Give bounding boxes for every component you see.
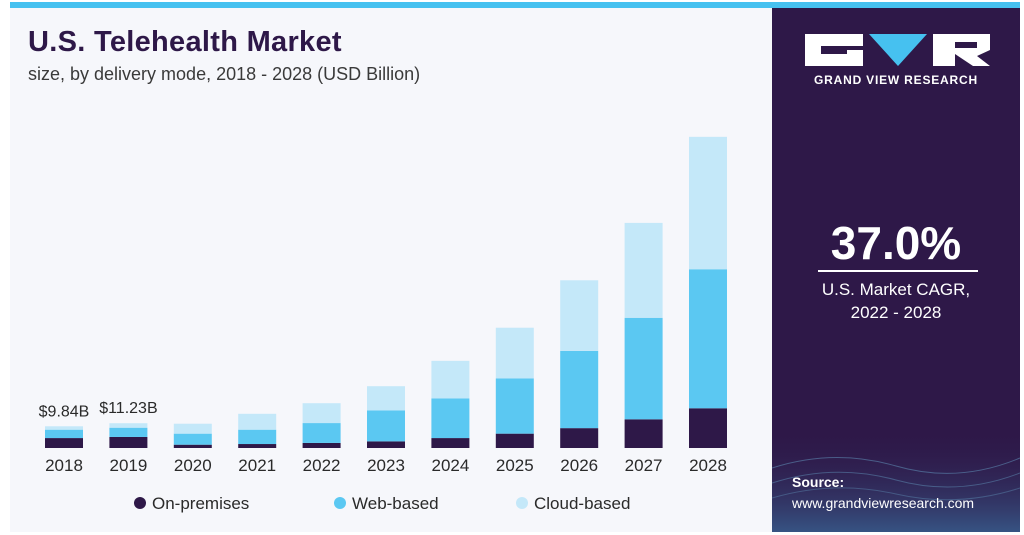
x-tick-2024: 2024 — [431, 456, 469, 475]
bar-2021-web-based — [238, 429, 277, 445]
bar-2025-cloud-based — [495, 327, 534, 379]
x-tick-2021: 2021 — [238, 456, 276, 475]
bar-2025-on-premises — [495, 433, 534, 448]
source-label: Source: — [792, 474, 845, 490]
bar-2022-web-based — [302, 423, 341, 443]
cagr-value: 37.0% — [830, 217, 962, 269]
data-labels-group: $9.84B $11.23B — [39, 400, 158, 420]
data-label-2019: $11.23B — [99, 400, 157, 417]
legend-label-web-based: Web-based — [352, 494, 439, 513]
legend-swatch-on-premises — [134, 497, 146, 509]
cagr-label-line1: U.S. Market CAGR, — [821, 280, 971, 299]
bar-2024-on-premises — [431, 438, 470, 448]
bar-2023-cloud-based — [367, 386, 405, 411]
bar-2018-on-premises — [45, 438, 83, 448]
chart-subtitle: size, by delivery mode, 2018 - 2028 (USD… — [28, 64, 421, 84]
chart-title: U.S. Telehealth Market — [28, 26, 342, 58]
bar-2021-on-premises — [238, 444, 277, 448]
bar-2020-on-premises — [173, 444, 212, 448]
sidebar-panel: GRAND VIEW RESEARCH 37.0% U.S. Market CA… — [772, 8, 1020, 532]
bar-2019-on-premises — [109, 436, 148, 448]
x-tick-2019: 2019 — [109, 456, 147, 475]
bar-2028-on-premises — [689, 408, 727, 448]
x-tick-labels: 2018 2019 2020 2021 2022 2023 2024 2025 2026 2027… — [45, 456, 727, 475]
bar-2022-on-premises — [302, 442, 341, 448]
x-tick-2028: 2028 — [689, 456, 727, 475]
x-tick-2026: 2026 — [560, 456, 598, 475]
x-tick-2020: 2020 — [174, 456, 212, 475]
gvr-logo-icon — [805, 34, 990, 66]
x-tick-2025: 2025 — [496, 456, 534, 475]
x-tick-2018: 2018 — [45, 456, 83, 475]
bar-2027-web-based — [624, 317, 663, 420]
x-tick-2022: 2022 — [303, 456, 341, 475]
data-label-2018: $9.84B — [39, 403, 90, 420]
top-accent-bar — [10, 2, 1020, 8]
bar-2024-web-based — [431, 398, 470, 439]
legend-swatch-web-based — [334, 497, 346, 509]
legend-swatch-cloud-based — [516, 497, 528, 509]
legend-label-on-premises: On-premises — [152, 494, 249, 513]
bar-2024-cloud-based — [431, 360, 470, 399]
stacked-bar-chart: $9.84B $11.23B 2018 2019 2020 2021 2022 2023 20… — [39, 136, 727, 513]
cagr-divider — [818, 270, 978, 272]
bar-2028-web-based — [689, 269, 727, 409]
bars-group — [45, 136, 727, 448]
decorative-waves — [772, 428, 1020, 532]
bar-2023-on-premises — [367, 441, 405, 448]
bar-2027-cloud-based — [624, 222, 663, 318]
bar-2022-cloud-based — [302, 403, 341, 424]
bar-2019-web-based — [109, 427, 148, 437]
legend-label-cloud-based: Cloud-based — [534, 494, 630, 513]
bar-2018-cloud-based — [45, 426, 83, 430]
x-tick-2027: 2027 — [625, 456, 663, 475]
cagr-label: U.S. Market CAGR, 2022 - 2028 — [772, 278, 1020, 324]
bar-2028-cloud-based — [689, 136, 727, 270]
source-url[interactable]: www.grandviewresearch.com — [792, 495, 975, 511]
bar-2020-web-based — [173, 433, 212, 445]
bar-2021-cloud-based — [238, 413, 277, 430]
bar-2026-cloud-based — [560, 280, 599, 351]
cagr-label-line2: 2022 - 2028 — [850, 303, 942, 322]
bar-2019-cloud-based — [109, 423, 148, 428]
bar-2026-web-based — [560, 350, 599, 429]
bar-2027-on-premises — [624, 419, 663, 448]
bar-2023-web-based — [367, 410, 405, 442]
brand-name: GRAND VIEW RESEARCH — [814, 73, 978, 87]
bar-2026-on-premises — [560, 428, 599, 448]
bar-2020-cloud-based — [173, 423, 212, 434]
x-tick-2023: 2023 — [367, 456, 405, 475]
bar-2018-web-based — [45, 429, 83, 439]
bar-2025-web-based — [495, 378, 534, 434]
chart-legend: On-premises Web-based Cloud-based — [134, 494, 630, 513]
